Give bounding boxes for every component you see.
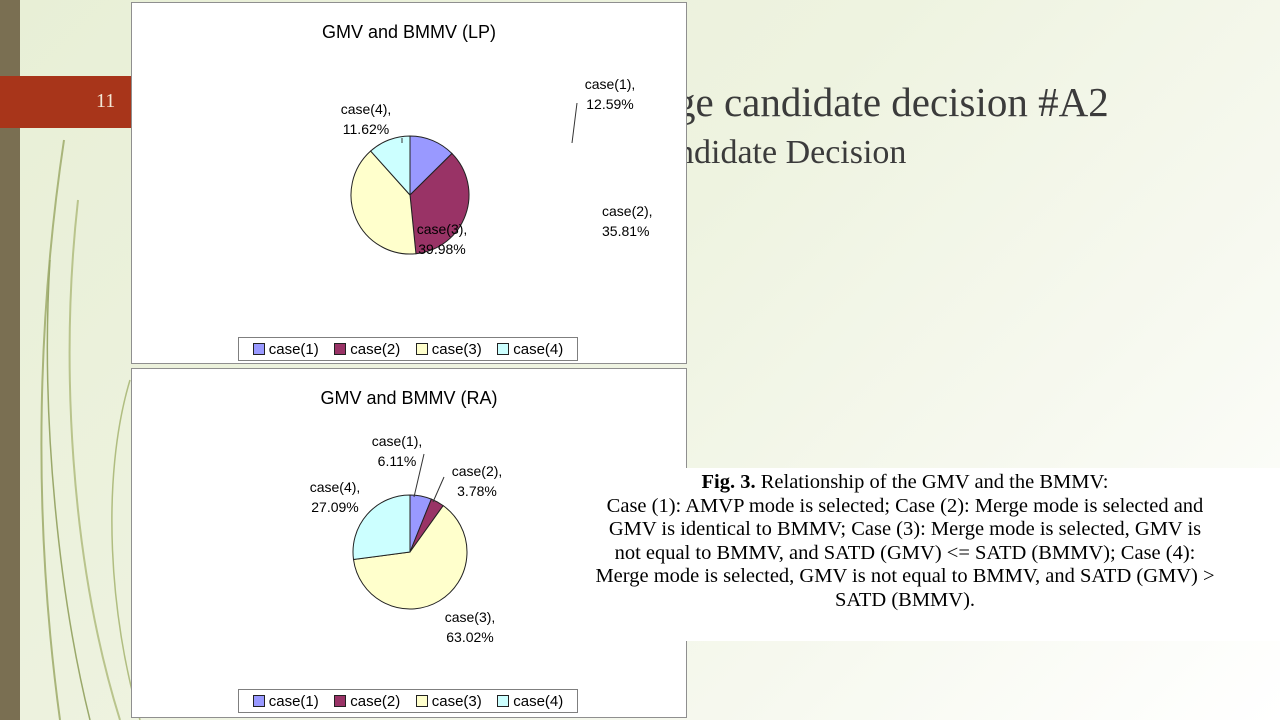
- slide-number-bar: [0, 76, 138, 128]
- legend-item-case-2: case(2): [334, 341, 400, 358]
- chart-legend: case(1) case(2) case(3) case(4): [238, 689, 578, 713]
- caption-line: GMV is identical to BMMV; Case (3): Merg…: [608, 518, 1202, 541]
- legend-label: case(4): [513, 340, 564, 358]
- legend-label: case(3): [431, 340, 482, 358]
- pie-slice-case-3: [352, 504, 468, 610]
- caption-line: Merge mode is selected, GMV is not equal…: [595, 565, 1215, 588]
- legend-swatch: [497, 695, 510, 707]
- legend-label: case(4): [513, 692, 564, 710]
- left-accent-bar: [0, 0, 20, 720]
- pie-chart-svg: case(1), 12.59% case(2), 35.81% case(3), 39.9…: [341, 76, 653, 257]
- legend-label: case(1): [268, 692, 319, 710]
- slice-value-label: 12.59%: [586, 96, 633, 112]
- slice-category-label: case(3),: [445, 609, 496, 625]
- caption-line: SATD (BMMV).: [834, 588, 976, 611]
- slide-subtitle: ndidate Decision: [677, 134, 907, 171]
- legend-swatch: [415, 343, 428, 355]
- pie-chart-lp: GMV and BMMV (LP) case(1), 12.59% case(2),…: [131, 2, 687, 364]
- slice-category-label: case(2),: [452, 463, 503, 479]
- pie-slice-case-4: [369, 135, 411, 197]
- slice-category-label: case(2),: [602, 203, 653, 219]
- leader-line: [571, 102, 578, 144]
- caption-line: Case (1): AMVP mode is selected; Case (2…: [606, 494, 1204, 517]
- chart-title: GMV and BMMV (RA): [320, 388, 498, 408]
- legend-label: case(2): [350, 340, 401, 358]
- chart-title: GMV and BMMV (LP): [321, 22, 497, 42]
- legend-swatch: [252, 695, 265, 707]
- legend-item-case-4: case(4): [497, 341, 563, 358]
- legend-swatch: [415, 695, 428, 707]
- slice-category-label: case(1),: [585, 76, 636, 92]
- slice-category-label: case(4),: [310, 479, 361, 495]
- legend-swatch: [252, 343, 265, 355]
- pie-slice-case-3: [350, 150, 417, 255]
- slice-value-label: 11.62%: [343, 121, 389, 137]
- slide-number: 11: [96, 90, 116, 112]
- slice-category-label: case(1),: [372, 433, 423, 449]
- slice-value-label: 3.78%: [457, 483, 497, 499]
- caption-fig-label: Fig. 3.: [701, 471, 756, 493]
- slice-value-label: 63.02%: [446, 629, 493, 645]
- legend-item-case-2: case(2): [334, 693, 400, 710]
- pie-slice-case-4: [352, 494, 411, 561]
- slice-value-label: 35.81%: [602, 223, 649, 239]
- legend-label: case(2): [350, 692, 401, 710]
- legend-swatch: [334, 695, 347, 707]
- slice-value-label: 27.09%: [311, 499, 358, 515]
- legend-label: case(1): [268, 340, 319, 358]
- slide-title: ge candidate decision #A2: [675, 79, 1109, 125]
- slice-category-label: case(3),: [417, 221, 468, 237]
- pie-chart-svg: case(1), 6.11% case(2), 3.78% case(3), 63.02%…: [310, 433, 503, 645]
- slice-value-label: 39.98%: [418, 241, 465, 257]
- legend-item-case-1: case(1): [252, 340, 319, 358]
- legend-item-case-4: case(4): [497, 693, 563, 710]
- legend-label: case(3): [431, 692, 482, 710]
- slice-value-label: 6.11%: [378, 453, 417, 469]
- figure-caption: Fig. 3. Relationship of the GMV and the …: [530, 468, 1280, 641]
- legend-item-case-3: case(3): [415, 340, 482, 358]
- slice-category-label: case(4),: [341, 101, 392, 117]
- legend-swatch: [497, 343, 510, 355]
- legend-item-case-1: case(1): [252, 692, 319, 710]
- legend-item-case-3: case(3): [415, 692, 482, 710]
- chart-legend: case(1) case(2) case(3) case(4): [238, 337, 578, 361]
- caption-heading: Fig. 3. Relationship of the GMV and the …: [536, 471, 1274, 495]
- caption-line: not equal to BMMV, and SATD (GMV) <= SAT…: [614, 541, 1196, 564]
- caption-heading-text: Relationship of the GMV and the BMMV:: [755, 471, 1109, 493]
- pie-slice-case-2: [409, 152, 470, 255]
- leader-line: [432, 476, 445, 503]
- leader-line: [413, 453, 425, 498]
- legend-swatch: [334, 343, 347, 355]
